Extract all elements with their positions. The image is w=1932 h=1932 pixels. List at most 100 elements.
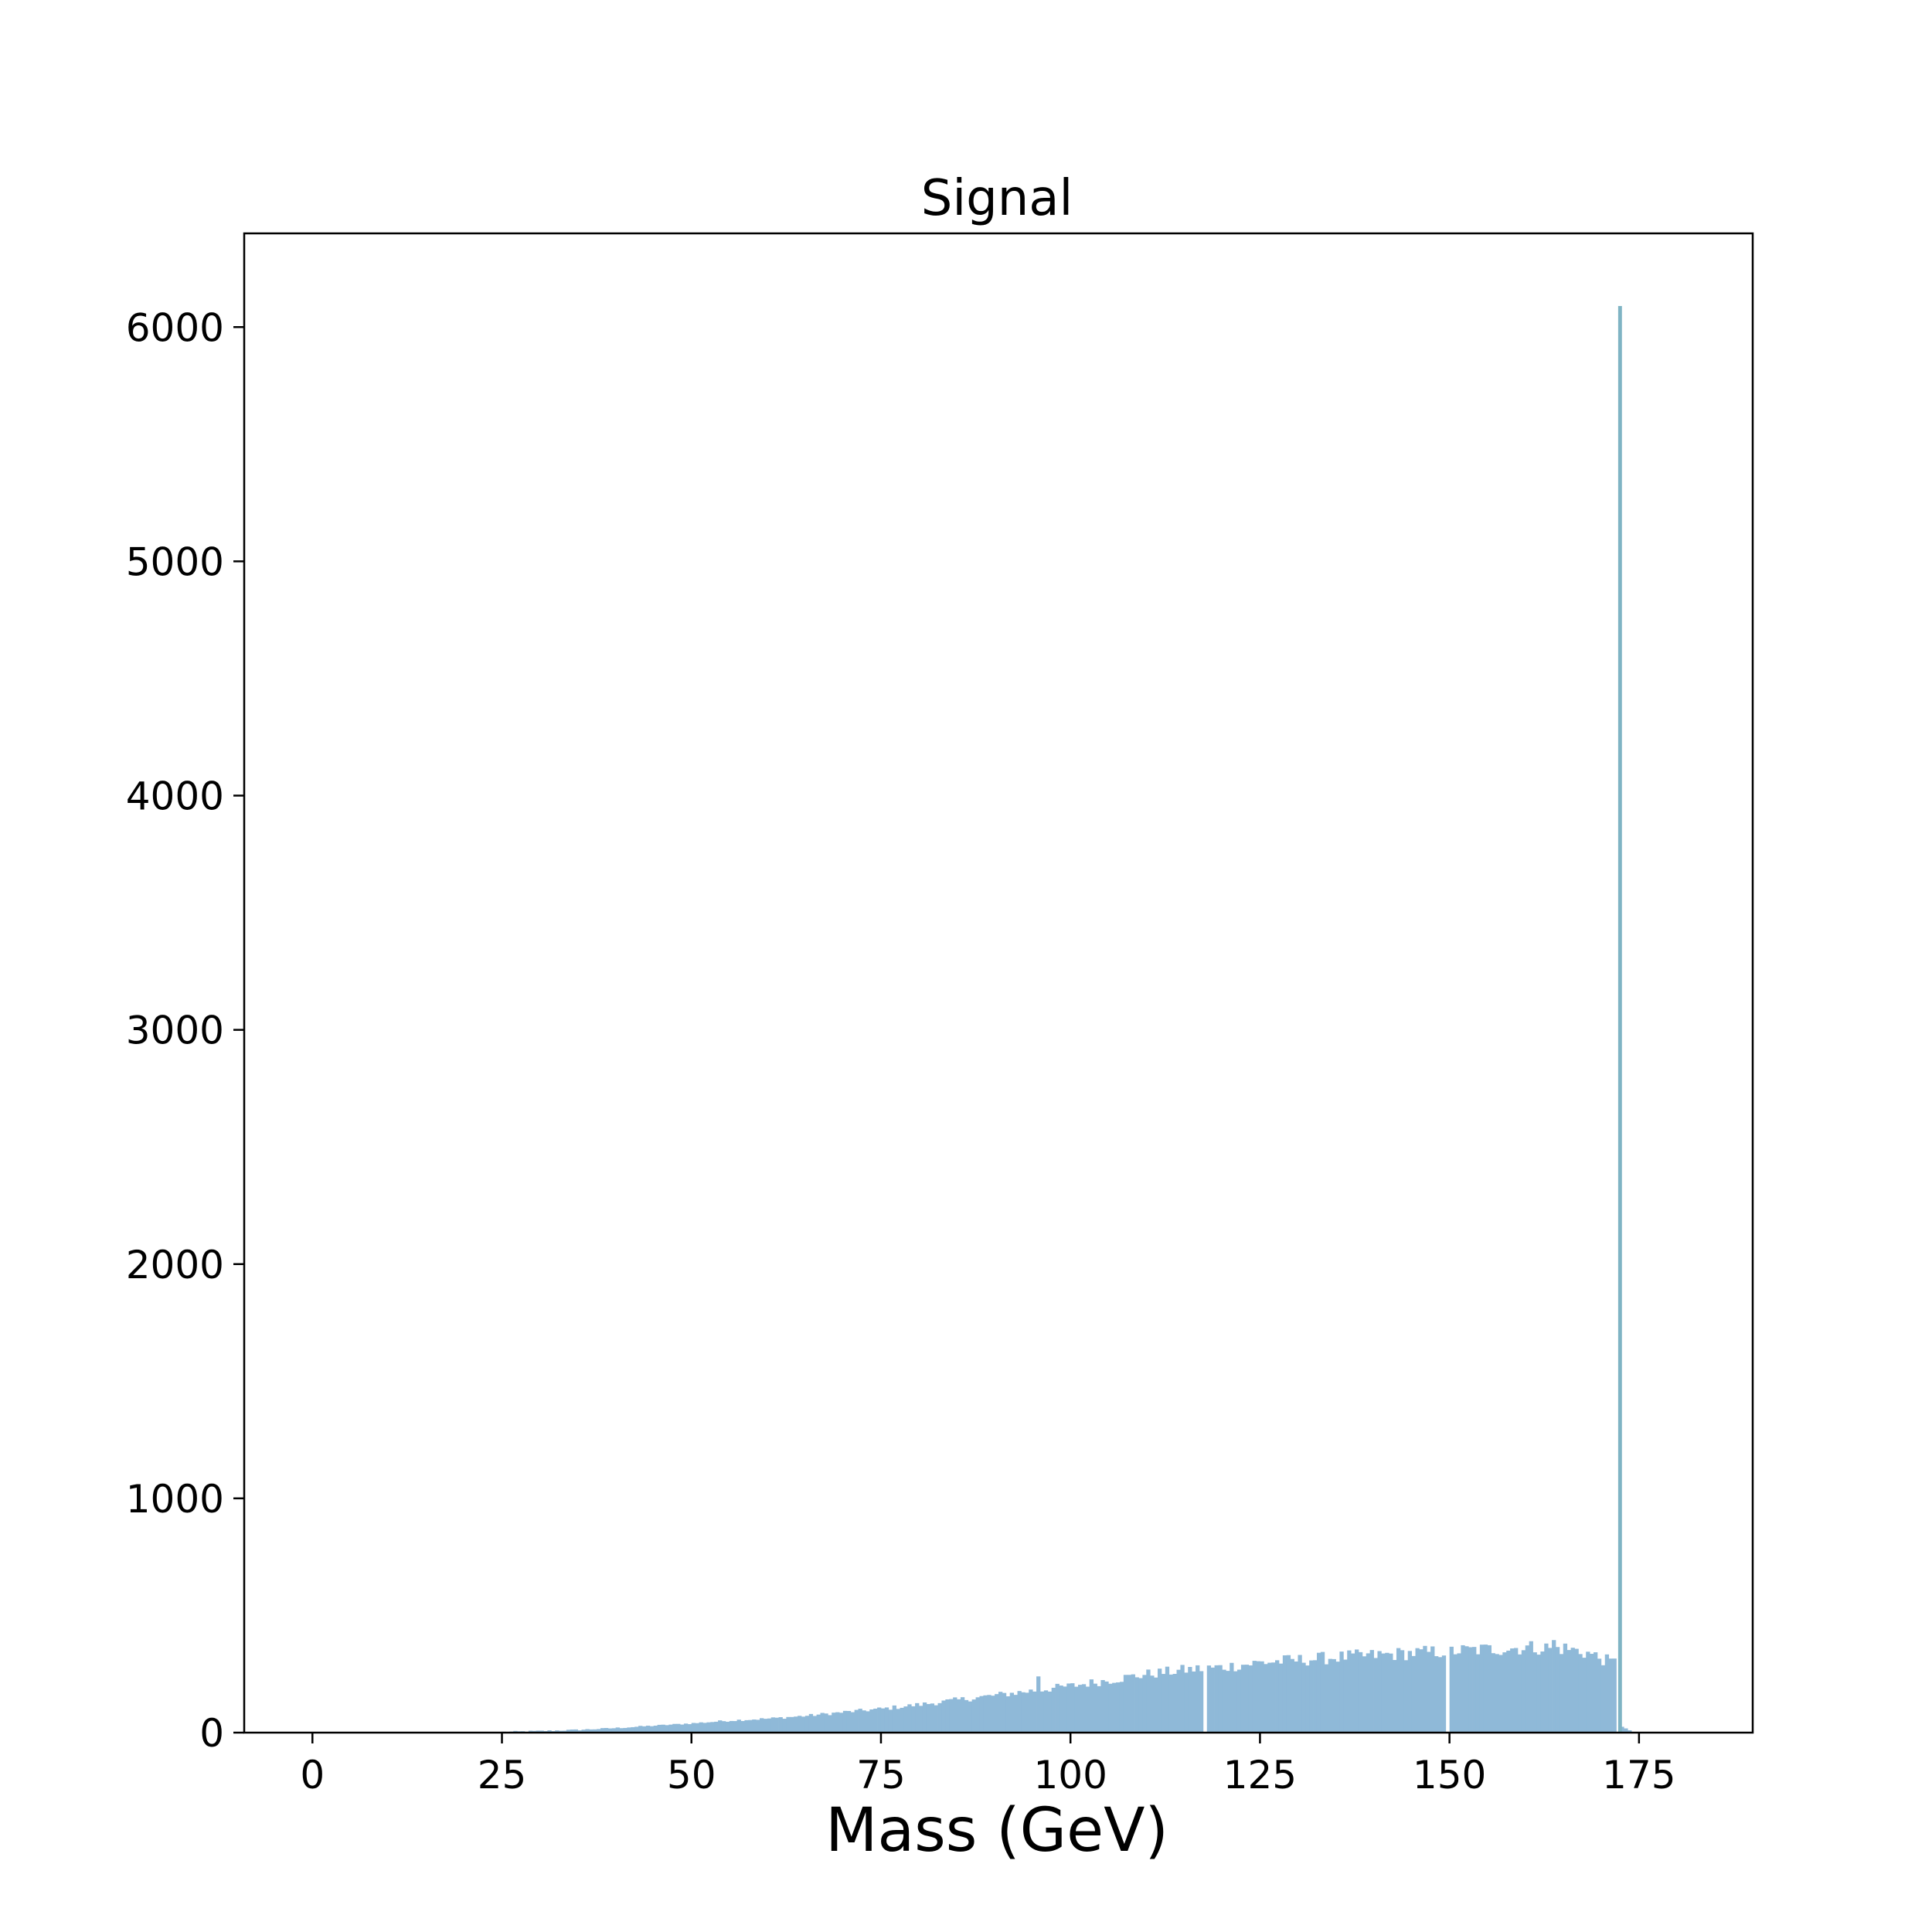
histogram-bar bbox=[733, 1721, 737, 1733]
histogram-bar bbox=[1430, 1646, 1435, 1733]
histogram-bar bbox=[1146, 1669, 1151, 1733]
histogram-bar bbox=[1074, 1686, 1079, 1733]
histogram-bar bbox=[934, 1705, 938, 1733]
histogram-bar bbox=[1381, 1653, 1386, 1733]
histogram-bar bbox=[1150, 1675, 1155, 1733]
histogram-bar bbox=[683, 1723, 689, 1733]
histogram-bar bbox=[1043, 1690, 1049, 1733]
x-tick-label: 0 bbox=[300, 1753, 325, 1798]
histogram-bar bbox=[710, 1722, 715, 1733]
histogram-bar bbox=[1502, 1652, 1507, 1733]
histogram-bar bbox=[1104, 1681, 1109, 1733]
histogram-bar bbox=[1320, 1651, 1325, 1733]
histogram-bar bbox=[1290, 1658, 1294, 1733]
y-axis-ticks: 0 1000 2000 3000 4000 5000 6000 bbox=[126, 305, 244, 1756]
x-axis-label: Mass (GeV) bbox=[825, 1796, 1168, 1866]
histogram-bar bbox=[794, 1716, 798, 1733]
histogram-bar bbox=[1192, 1671, 1196, 1733]
histogram-bar bbox=[1309, 1660, 1314, 1733]
histogram-bar bbox=[1226, 1671, 1230, 1733]
histogram-bar bbox=[987, 1695, 992, 1733]
histogram-bar bbox=[1286, 1655, 1291, 1733]
histogram-bar bbox=[1449, 1646, 1454, 1733]
histogram-bar bbox=[1097, 1685, 1101, 1733]
histogram-bar bbox=[729, 1720, 734, 1733]
histogram-bar bbox=[1013, 1695, 1018, 1733]
histogram-bar bbox=[1196, 1665, 1200, 1733]
histogram-bar bbox=[1437, 1657, 1443, 1733]
histogram-bar bbox=[880, 1708, 886, 1733]
histogram-bar bbox=[854, 1709, 859, 1733]
histogram-bar bbox=[1608, 1658, 1613, 1733]
histogram-bar bbox=[1267, 1662, 1272, 1733]
histogram-bar bbox=[1544, 1643, 1549, 1733]
histogram-bar bbox=[1620, 1726, 1624, 1733]
histogram-peak-bar bbox=[1617, 305, 1622, 1733]
histogram-bar bbox=[589, 1729, 594, 1733]
histogram-bar bbox=[1362, 1656, 1367, 1733]
histogram-bar bbox=[752, 1719, 757, 1733]
histogram-bar bbox=[547, 1730, 552, 1733]
histogram-bar bbox=[1210, 1667, 1215, 1733]
histogram-bar bbox=[786, 1716, 791, 1733]
histogram-bar bbox=[1343, 1659, 1348, 1733]
histogram-bar bbox=[1441, 1655, 1447, 1733]
histogram-bar bbox=[1116, 1682, 1121, 1733]
histogram-bar bbox=[816, 1714, 821, 1733]
histogram-bar bbox=[1165, 1666, 1170, 1733]
histogram-bar bbox=[604, 1727, 609, 1733]
histogram-bar bbox=[714, 1721, 719, 1733]
histogram-bar bbox=[619, 1728, 624, 1733]
histogram-bar bbox=[1214, 1665, 1219, 1733]
histogram-bar bbox=[1051, 1687, 1056, 1733]
histogram-bar bbox=[953, 1697, 957, 1733]
histogram-bar bbox=[896, 1709, 900, 1733]
histogram-bar bbox=[623, 1727, 628, 1733]
histogram-bar bbox=[1055, 1683, 1060, 1733]
histogram-bar bbox=[919, 1706, 923, 1733]
histogram-bar bbox=[832, 1713, 836, 1733]
histogram-bar bbox=[922, 1702, 927, 1733]
histogram-bar bbox=[1582, 1658, 1587, 1733]
histogram-bar bbox=[1070, 1683, 1075, 1733]
histogram-bar bbox=[1366, 1653, 1371, 1733]
histogram-bar bbox=[748, 1719, 753, 1733]
histogram-bar bbox=[866, 1711, 870, 1733]
histogram-bar bbox=[721, 1721, 726, 1733]
histogram-bar bbox=[1036, 1676, 1041, 1733]
histogram-bar bbox=[691, 1723, 696, 1733]
histogram-bar bbox=[1021, 1692, 1026, 1733]
histogram-bar bbox=[911, 1706, 916, 1733]
histogram-bar bbox=[756, 1719, 760, 1733]
histogram-bar bbox=[1393, 1660, 1397, 1733]
histogram-bar bbox=[1248, 1665, 1253, 1733]
histogram-bar bbox=[577, 1730, 582, 1733]
histogram-bar bbox=[1427, 1651, 1431, 1733]
histogram-bar bbox=[842, 1710, 848, 1733]
histogram-bars bbox=[502, 305, 1632, 1733]
histogram-bar bbox=[1236, 1669, 1242, 1733]
histogram-bar bbox=[1059, 1685, 1063, 1733]
y-tick-label: 3000 bbox=[126, 1009, 224, 1053]
histogram-bar bbox=[1590, 1654, 1594, 1733]
histogram-bar bbox=[1600, 1665, 1606, 1733]
histogram-bar bbox=[877, 1707, 882, 1733]
histogram-bar bbox=[1396, 1648, 1401, 1733]
histogram-bar bbox=[998, 1692, 1003, 1733]
histogram-bar bbox=[907, 1704, 912, 1733]
histogram-bar bbox=[1305, 1665, 1310, 1733]
histogram-bar bbox=[1316, 1652, 1321, 1733]
histogram-bar bbox=[862, 1710, 866, 1733]
histogram-bar bbox=[600, 1728, 605, 1733]
histogram-bar bbox=[1108, 1683, 1113, 1733]
histogram-bar bbox=[1275, 1660, 1280, 1733]
histogram-bar bbox=[850, 1712, 855, 1733]
histogram-bar bbox=[937, 1702, 942, 1733]
histogram-bar bbox=[1604, 1654, 1610, 1733]
histogram-bar bbox=[1578, 1654, 1583, 1733]
histogram-bar bbox=[1597, 1658, 1602, 1733]
histogram-bar bbox=[1510, 1648, 1515, 1733]
histogram-bar bbox=[1298, 1655, 1302, 1733]
histogram-bar bbox=[1154, 1677, 1158, 1733]
